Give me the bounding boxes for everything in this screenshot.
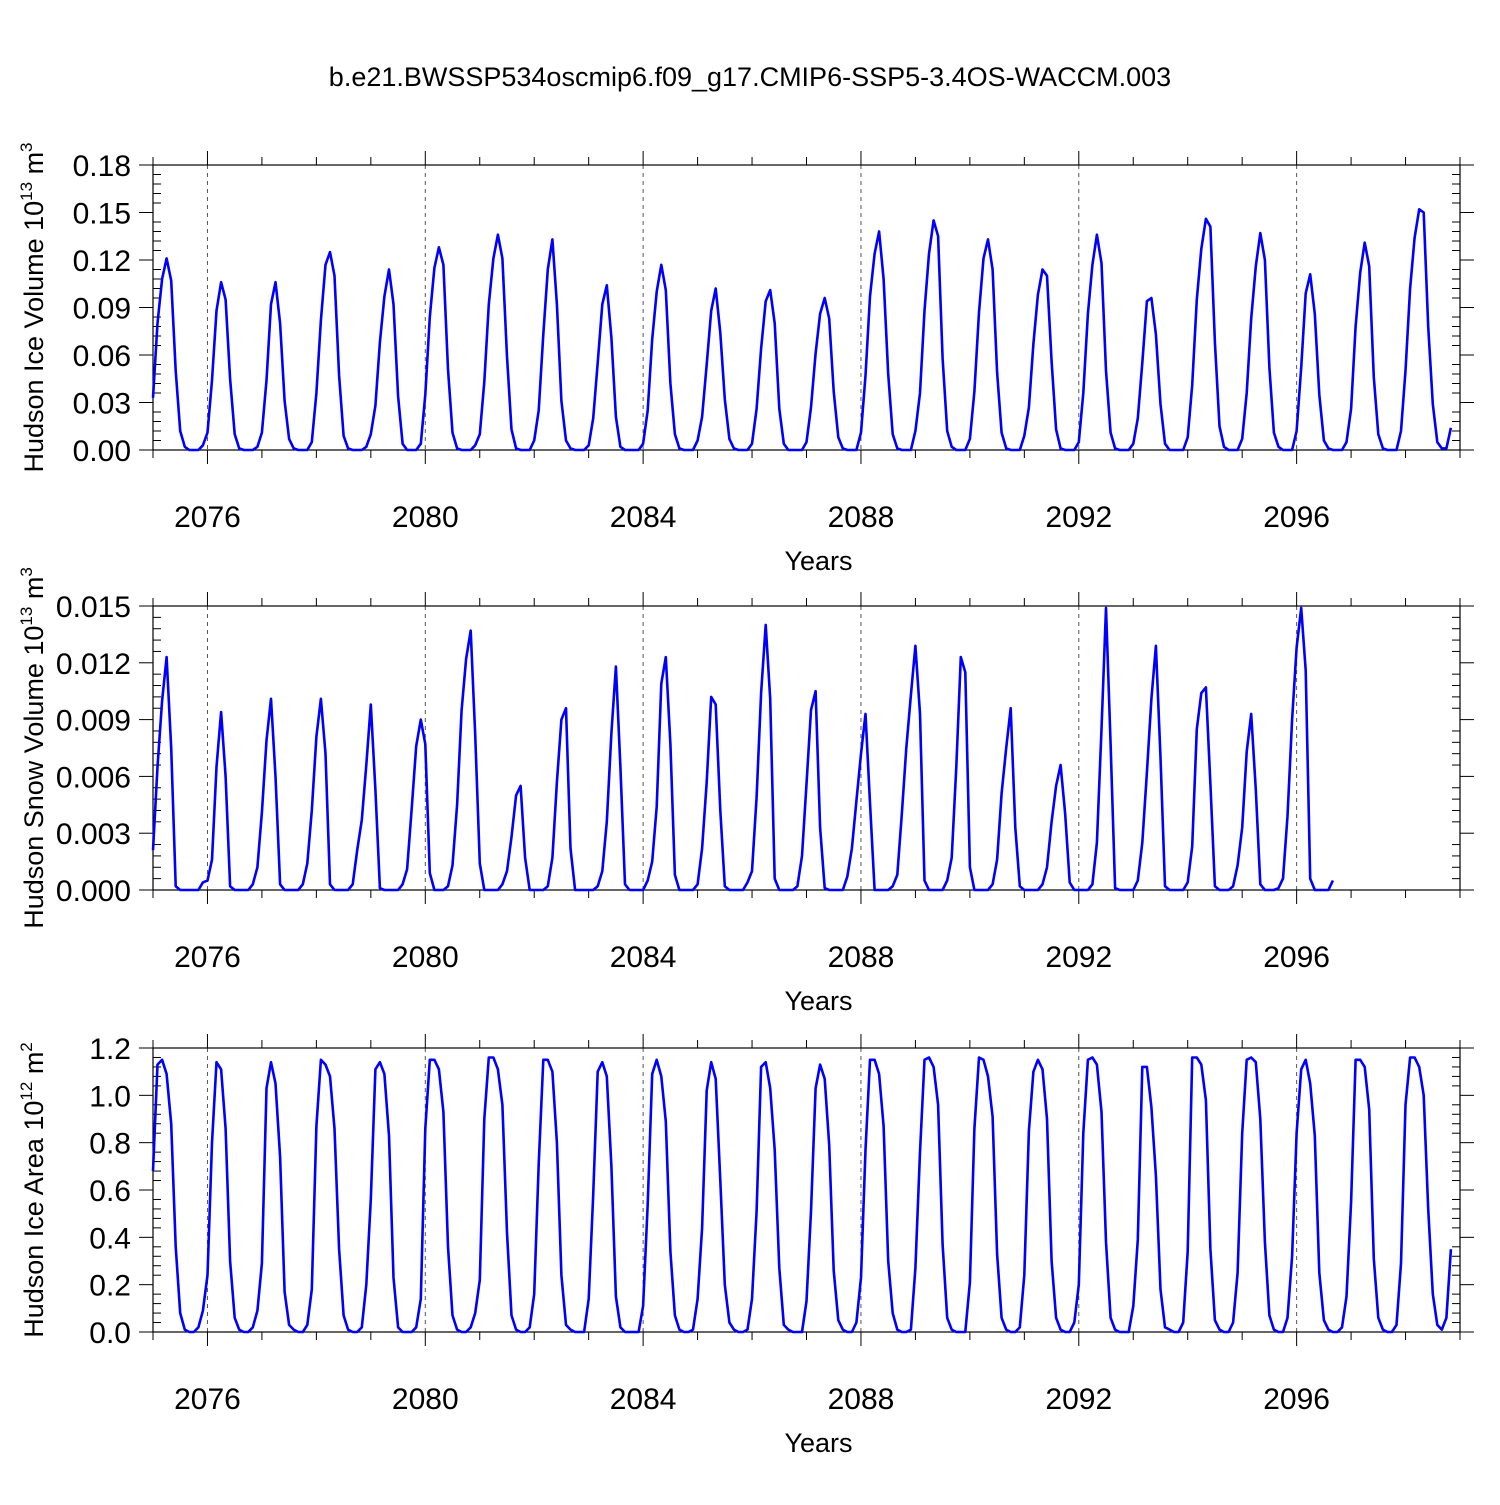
y-tick-label: 0.03 (73, 388, 131, 421)
y-tick-label: 0.012 (56, 648, 131, 681)
x-tick-label: 2096 (1263, 1383, 1330, 1416)
x-tick-label: 2080 (392, 501, 459, 534)
x-axis-label: Years (784, 1428, 852, 1458)
plot-frame (152, 605, 1461, 891)
x-tick-label: 2076 (174, 1383, 241, 1416)
y-tick-label: 0.009 (56, 705, 131, 738)
plot-frame (152, 1047, 1461, 1333)
panel-2: 0.000 0.003 0.006 0.009 0.012 0.015 2076 2080 20… (17, 567, 1474, 1016)
y-axis-label-exponent: 12 (17, 1082, 36, 1101)
y-axis-label-unit-exponent: 2 (17, 1042, 36, 1051)
y-tick-label: 0.006 (56, 761, 131, 794)
x-tick-label: 2092 (1045, 1383, 1112, 1416)
x-tick-label: 2076 (174, 501, 241, 534)
y-tick-label: 0.015 (56, 591, 131, 624)
y-tick-label: 0.00 (73, 435, 131, 468)
panel-3: 0.0 0.2 0.4 0.6 0.8 1.0 1.2 2076 2080 2084 2088 209… (17, 1033, 1474, 1458)
x-tick-label: 2088 (828, 501, 895, 534)
y-tick-label: 0.09 (73, 293, 131, 326)
y-tick-label: 0.15 (73, 198, 131, 231)
x-tick-label: 2080 (392, 1383, 459, 1416)
y-axis-label-exponent: 13 (17, 607, 36, 626)
data-line-series-1 (151, 1056, 1453, 1334)
y-tick-label: 0.6 (89, 1175, 131, 1208)
y-tick-label: 0.0 (89, 1317, 131, 1350)
y-axis-label-unit: m (19, 577, 49, 607)
y-tick-label: 0.000 (56, 875, 131, 908)
y-tick-label: 0.003 (56, 818, 131, 851)
y-tick-label: 0.2 (89, 1270, 131, 1303)
x-tick-label: 2096 (1263, 941, 1330, 974)
x-tick-label: 2076 (174, 941, 241, 974)
y-axis-label-unit-exponent: 3 (17, 142, 36, 151)
x-tick-label: 2084 (610, 1383, 677, 1416)
data-line-series-1 (151, 208, 1453, 452)
x-tick-label: 2092 (1045, 501, 1112, 534)
figure-title: b.e21.BWSSP534oscmip6.f09_g17.CMIP6-SSP5… (328, 62, 1172, 92)
x-tick-label: 2092 (1045, 941, 1112, 974)
y-tick-label: 1.2 (89, 1033, 131, 1066)
y-axis-label-unit: m (19, 1052, 49, 1082)
y-tick-label: 0.12 (73, 245, 131, 278)
y-tick-label: 0.06 (73, 340, 131, 373)
y-axis-label: Hudson Ice Area 1012 m2 (17, 1042, 49, 1338)
y-axis-label-unit: m (19, 152, 49, 182)
x-tick-label: 2088 (828, 1383, 895, 1416)
x-tick-label: 2096 (1263, 501, 1330, 534)
y-tick-label: 0.4 (89, 1222, 131, 1255)
y-axis-label: Hudson Snow Volume 1013 m3 (17, 567, 49, 929)
y-axis-label-text: Hudson Ice Volume 10 (19, 201, 49, 473)
x-axis-label: Years (784, 546, 852, 576)
y-axis-label-text: Hudson Snow Volume 10 (19, 626, 49, 929)
x-tick-label: 2084 (610, 501, 677, 534)
x-tick-label: 2084 (610, 941, 677, 974)
y-axis-label-exponent: 13 (17, 182, 36, 201)
y-axis-label: Hudson Ice Volume 1013 m3 (17, 142, 49, 472)
y-axis-label-text: Hudson Ice Area 10 (19, 1101, 49, 1338)
x-axis-label: Years (784, 986, 852, 1016)
x-tick-label: 2088 (828, 941, 895, 974)
data-line-series-1 (151, 606, 1335, 892)
panel-1: 0.00 0.03 0.06 0.09 0.12 0.15 0.18 2076 2080 2084… (17, 142, 1474, 576)
y-tick-label: 0.8 (89, 1128, 131, 1161)
y-tick-label: 0.18 (73, 150, 131, 183)
x-tick-label: 2080 (392, 941, 459, 974)
y-axis-label-unit-exponent: 3 (17, 567, 36, 576)
plot-frame (152, 164, 1461, 451)
y-tick-label: 1.0 (89, 1080, 131, 1113)
